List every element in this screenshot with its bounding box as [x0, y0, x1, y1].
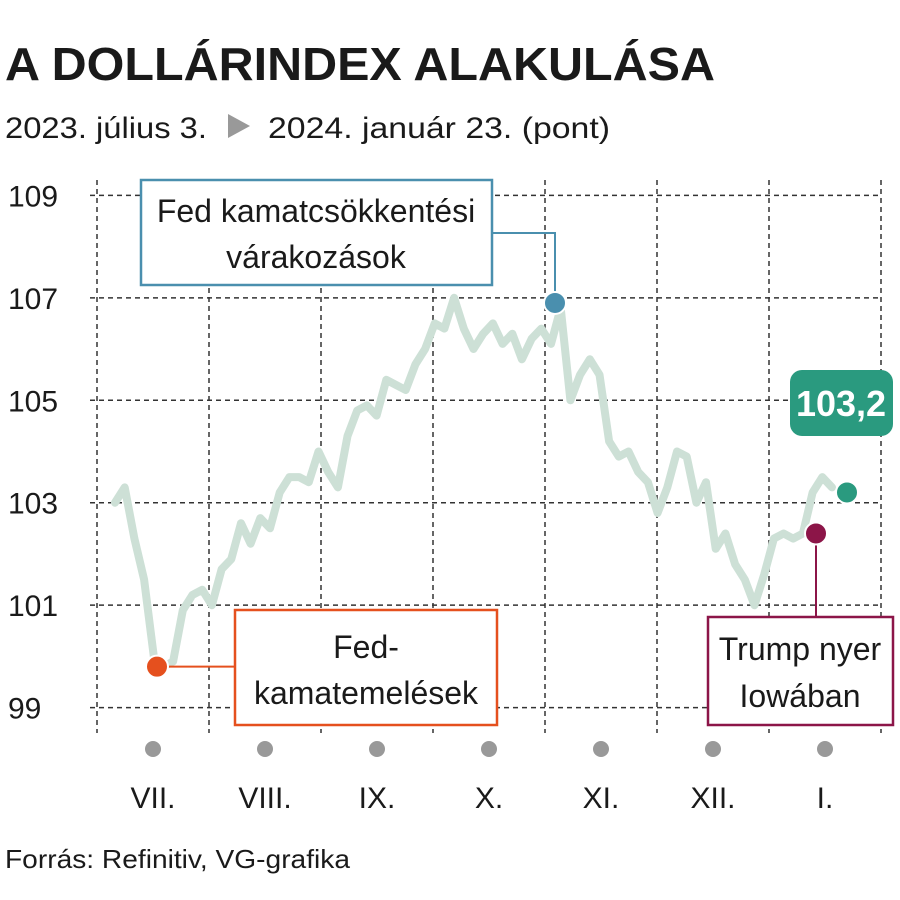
annotation-leader	[492, 232, 556, 303]
source: Forrás: Refinitiv, VG-grafika	[5, 844, 351, 874]
y-tick-label: 107	[8, 283, 58, 316]
x-tick-label: VIII.	[238, 782, 291, 815]
month-dot	[257, 741, 273, 757]
annotation-text: Fed-	[333, 629, 399, 665]
month-dot	[481, 741, 497, 757]
annotation-box	[233, 608, 499, 727]
annotation-dot	[804, 521, 828, 546]
chart-title: A DOLLÁRINDEX ALAKULÁSA	[5, 38, 715, 90]
annotation-text: Trump nyer	[719, 631, 882, 667]
annotation-dot	[145, 654, 169, 679]
annotation-text: Iowában	[740, 678, 861, 714]
y-tick-label: 99	[8, 693, 41, 726]
subtitle-start: 2023. július 3.	[5, 112, 207, 145]
subtitle-end: 2024. január 23. (pont)	[268, 112, 610, 145]
x-tick-label: X.	[475, 782, 503, 815]
annotation-text: Fed kamatcsökkentési	[157, 193, 475, 229]
y-tick-label: 103	[8, 488, 58, 521]
line	[111, 293, 836, 671]
annotation-dot	[543, 290, 567, 315]
annotation-box	[139, 178, 494, 287]
month-dot	[369, 741, 385, 757]
value-label: 103,2	[796, 383, 886, 424]
end-dot	[835, 480, 859, 505]
month-dot	[817, 741, 833, 757]
month-dot	[705, 741, 721, 757]
x-tick-label: I.	[817, 782, 834, 815]
x-tick-label: XI.	[583, 782, 620, 815]
annotation-text: kamatemelések	[254, 675, 479, 711]
x-tick-label: XII.	[690, 782, 735, 815]
y-tick-label: 101	[8, 590, 58, 623]
value-badge	[790, 370, 893, 436]
month-dot	[145, 741, 161, 757]
annotation-text: várakozások	[226, 239, 407, 275]
y-tick-label: 109	[8, 180, 58, 213]
annotation-box	[706, 615, 895, 727]
x-tick-label: VII.	[130, 782, 175, 815]
arrow-icon	[228, 114, 250, 138]
month-dot	[593, 741, 609, 757]
x-tick-label: IX.	[359, 782, 396, 815]
y-tick-label: 105	[8, 385, 58, 418]
